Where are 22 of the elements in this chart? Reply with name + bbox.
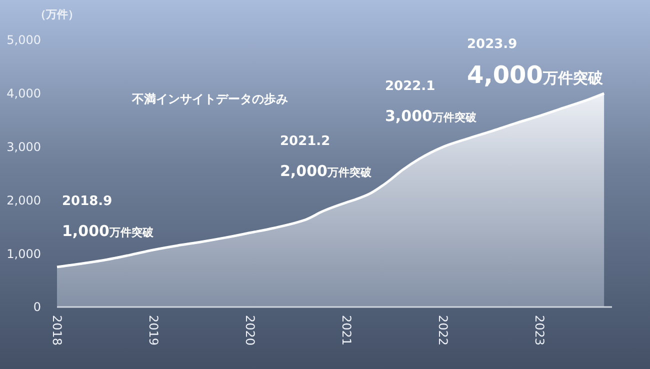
annotation: 3,000万件突破	[385, 107, 478, 125]
x-tick-label: 2018	[50, 315, 64, 346]
annotation: 2023.9	[467, 37, 518, 52]
y-tick-label: 3,000	[6, 140, 41, 154]
text: 不満インサイトデータの歩み	[131, 92, 288, 106]
y-tick-label: 5,000	[6, 33, 41, 48]
annotation: 1,000万件突破	[62, 222, 154, 240]
x-tick-label: 2019	[146, 315, 160, 346]
y-tick-label: 2,000	[6, 193, 41, 208]
annotation: 2018.9	[62, 194, 112, 209]
annotation: 4,000万件突破	[467, 61, 604, 89]
y-axis-title: （万件）	[35, 8, 79, 21]
x-tick-label: 2020	[242, 315, 257, 346]
x-tick-label: 2021	[340, 315, 354, 346]
x-tick-label: 2022	[436, 315, 450, 346]
x-tick-label: 2023	[532, 315, 547, 346]
annotation: 2021.2	[280, 134, 330, 149]
y-tick-label: 4,000	[6, 86, 41, 101]
annotation: 2,000万件突破	[280, 162, 372, 180]
annotation: 2022.1	[385, 79, 436, 94]
y-tick-label: 0	[33, 300, 41, 314]
y-tick-label: 1,000	[6, 246, 41, 261]
